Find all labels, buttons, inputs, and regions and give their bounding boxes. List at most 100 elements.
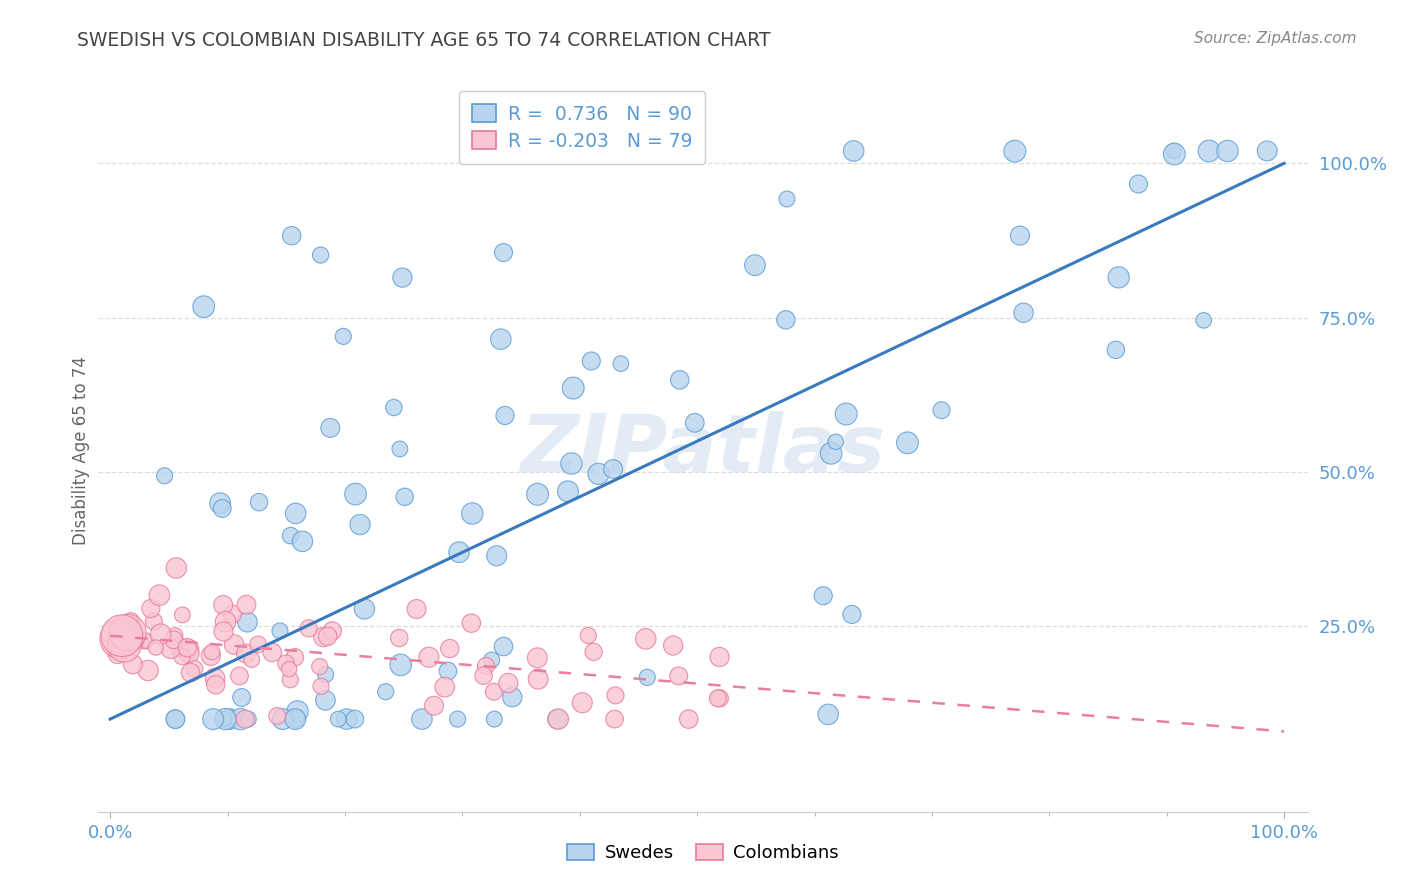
Point	[501, 690, 523, 705]
Point	[841, 607, 863, 622]
Point	[247, 495, 270, 509]
Point	[291, 534, 314, 549]
Point	[1105, 343, 1128, 357]
Point	[813, 589, 835, 603]
Point	[498, 676, 520, 690]
Point	[211, 501, 233, 516]
Point	[172, 649, 194, 664]
Legend: Swedes, Colombians: Swedes, Colombians	[560, 837, 846, 870]
Point	[1108, 270, 1130, 285]
Point	[634, 632, 657, 646]
Point	[274, 657, 297, 671]
Point	[309, 248, 332, 262]
Point	[678, 712, 700, 726]
Point	[308, 659, 330, 673]
Point	[824, 434, 846, 449]
Point	[214, 712, 236, 726]
Point	[437, 664, 460, 678]
Point	[201, 645, 224, 659]
Point	[284, 507, 307, 521]
Point	[931, 403, 953, 417]
Point	[247, 637, 270, 651]
Point	[492, 640, 515, 654]
Point	[744, 258, 766, 272]
Point	[709, 650, 731, 665]
Point	[562, 381, 585, 395]
Point	[388, 442, 411, 456]
Point	[269, 624, 291, 638]
Point	[148, 588, 170, 602]
Point	[165, 712, 187, 726]
Point	[235, 647, 257, 661]
Point	[668, 669, 690, 683]
Point	[108, 632, 131, 646]
Point	[485, 549, 508, 563]
Point	[278, 662, 301, 676]
Point	[418, 650, 440, 665]
Point	[280, 228, 302, 243]
Point	[481, 653, 503, 667]
Point	[776, 192, 799, 206]
Point	[149, 627, 172, 641]
Point	[236, 615, 259, 629]
Point	[775, 313, 797, 327]
Point	[526, 650, 548, 665]
Point	[1198, 144, 1220, 158]
Point	[547, 712, 569, 726]
Point	[153, 468, 176, 483]
Point	[482, 685, 505, 699]
Point	[136, 664, 159, 678]
Point	[1216, 144, 1239, 158]
Point	[896, 435, 918, 450]
Text: ZIPatlas: ZIPatlas	[520, 411, 886, 490]
Point	[183, 662, 205, 676]
Point	[344, 487, 367, 501]
Point	[163, 629, 186, 643]
Point	[262, 645, 284, 659]
Text: Source: ZipAtlas.com: Source: ZipAtlas.com	[1194, 31, 1357, 46]
Point	[560, 457, 582, 471]
Point	[391, 270, 413, 285]
Point	[107, 647, 129, 661]
Point	[238, 712, 260, 726]
Point	[557, 484, 579, 499]
Point	[212, 624, 235, 639]
Point	[668, 373, 690, 387]
Point	[581, 354, 603, 368]
Point	[145, 640, 167, 655]
Point	[135, 633, 157, 648]
Point	[603, 712, 626, 726]
Point	[111, 629, 134, 643]
Point	[284, 712, 307, 726]
Point	[332, 329, 354, 343]
Point	[121, 657, 143, 672]
Point	[1128, 177, 1150, 191]
Point	[212, 712, 235, 726]
Point	[492, 245, 515, 260]
Point	[461, 507, 484, 521]
Point	[120, 614, 142, 628]
Point	[328, 712, 350, 726]
Point	[235, 598, 257, 612]
Point	[353, 602, 375, 616]
Point	[374, 684, 396, 698]
Point	[316, 629, 339, 643]
Point	[240, 652, 263, 666]
Point	[112, 638, 135, 652]
Point	[221, 607, 243, 622]
Point	[179, 665, 201, 680]
Point	[212, 598, 235, 612]
Point	[204, 671, 226, 685]
Point	[231, 690, 253, 705]
Point	[588, 467, 610, 481]
Point	[222, 637, 245, 651]
Point	[120, 619, 142, 633]
Point	[449, 545, 471, 559]
Point	[1012, 306, 1035, 320]
Point	[165, 712, 187, 726]
Point	[709, 691, 731, 706]
Point	[312, 630, 335, 644]
Point	[662, 639, 685, 653]
Point	[1192, 313, 1215, 327]
Point	[349, 517, 371, 532]
